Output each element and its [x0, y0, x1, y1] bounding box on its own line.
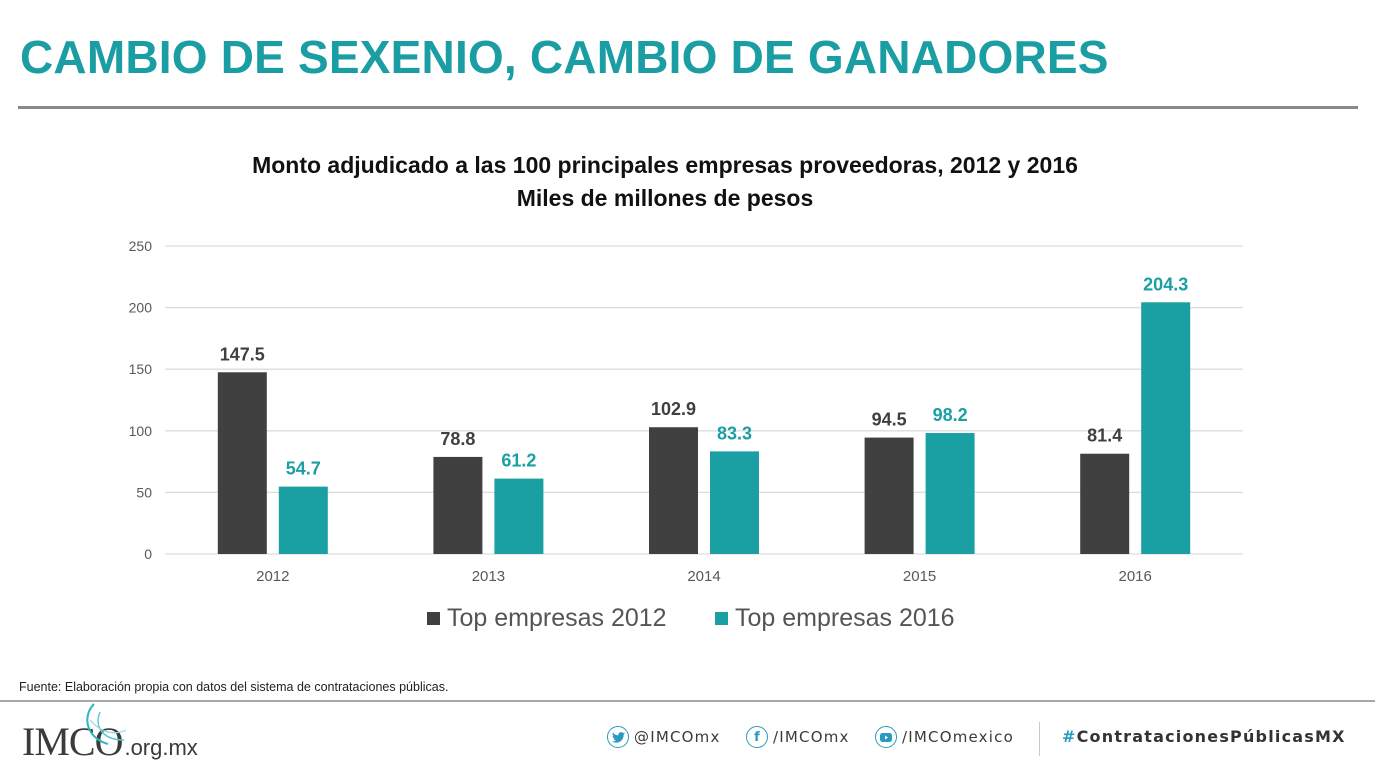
x-tick-label: 2015 [903, 568, 936, 585]
bar-top-2012-2015 [864, 437, 914, 554]
x-tick-label: 2016 [1119, 568, 1152, 585]
legend-swatch-2012 [427, 612, 440, 625]
legend-item-top-2012: Top empresas 2012 [427, 604, 667, 633]
bar-top-2016-2014 [710, 451, 759, 554]
legend-swatch-2016 [715, 612, 728, 625]
data-label: 81.4 [1087, 426, 1122, 446]
x-tick-label: 2014 [687, 568, 720, 585]
data-label: 204.3 [1143, 274, 1188, 294]
hashtag-text: ContratacionesPúblicasMX [1076, 727, 1346, 746]
source-note: Fuente: Elaboración propia con datos del… [19, 680, 449, 694]
data-labels: 147.5 54.7 78.8 61.2 102.9 83.3 94.5 98.2 81.4 20… [220, 274, 1188, 478]
bar-top-2016-2016 [1141, 302, 1191, 554]
y-tick-label: 200 [129, 300, 153, 316]
social-twitter[interactable]: @IMCOmx [607, 726, 721, 748]
y-tick-label: 50 [136, 484, 152, 500]
logo-domain: .org.mx [124, 735, 198, 760]
youtube-handle: /IMCOmexico [902, 728, 1014, 746]
logo-swoosh-icon [86, 703, 127, 745]
data-label: 98.2 [933, 405, 968, 425]
legend-label-2016: Top empresas 2016 [735, 604, 955, 632]
chart-legend: Top empresas 2012 Top empresas 2016 [0, 604, 1375, 638]
bar-top-2012-2012 [217, 372, 267, 554]
twitter-icon [607, 726, 629, 748]
bars [217, 302, 1191, 554]
data-label: 54.7 [286, 459, 321, 479]
bar-top-2012-2014 [649, 427, 698, 554]
chart-subtitle: Miles de millones de pesos [516, 185, 814, 211]
bar-chart: 0 50 100 150 200 250 147.5 54.7 78.8 61.2 102.9 83… [129, 238, 1243, 585]
data-label: 83.3 [717, 423, 752, 443]
data-label: 94.5 [872, 410, 907, 430]
bar-top-2012-2013 [433, 456, 483, 554]
campaign-hashtag[interactable]: #ContratacionesPúblicasMX [1062, 727, 1346, 746]
data-label: 102.9 [651, 399, 696, 419]
title-divider [18, 106, 1358, 109]
legend-label-2012: Top empresas 2012 [447, 604, 667, 632]
hashtag-symbol: # [1062, 727, 1077, 746]
logo-wordmark: IMCO [22, 719, 123, 764]
gridlines [165, 245, 1243, 555]
youtube-icon [875, 726, 897, 748]
x-tick-label: 2012 [256, 568, 289, 585]
y-tick-label: 0 [144, 546, 152, 562]
footer-vertical-divider [1039, 722, 1040, 756]
bar-top-2012-2016 [1080, 453, 1130, 554]
y-axis-ticks: 0 50 100 150 200 250 [129, 238, 153, 562]
social-youtube[interactable]: /IMCOmexico [875, 726, 1014, 748]
bar-top-2016-2013 [494, 478, 544, 554]
imco-logo[interactable]: IMCO .org.mx [22, 703, 198, 764]
chart-title: Monto adjudicado a las 100 principales e… [252, 152, 1078, 178]
page-title: CAMBIO DE SEXENIO, CAMBIO DE GANADORES [20, 31, 1109, 83]
x-tick-label: 2013 [472, 568, 505, 585]
twitter-handle: @IMCOmx [634, 728, 721, 746]
y-tick-label: 100 [129, 423, 153, 439]
bar-top-2016-2012 [278, 486, 328, 554]
data-label: 61.2 [501, 451, 536, 471]
y-tick-label: 250 [129, 238, 153, 254]
data-label: 147.5 [220, 344, 265, 364]
data-label: 78.8 [440, 429, 475, 449]
facebook-handle: /IMCOmx [773, 728, 850, 746]
footer-divider [0, 700, 1375, 702]
x-axis-ticks: 2012 2013 2014 2015 2016 [256, 568, 1152, 585]
legend-item-top-2016: Top empresas 2016 [715, 604, 955, 633]
facebook-icon: f [746, 726, 768, 748]
social-facebook[interactable]: f /IMCOmx [746, 726, 850, 748]
y-tick-label: 150 [129, 361, 153, 377]
bar-top-2016-2015 [925, 433, 975, 554]
